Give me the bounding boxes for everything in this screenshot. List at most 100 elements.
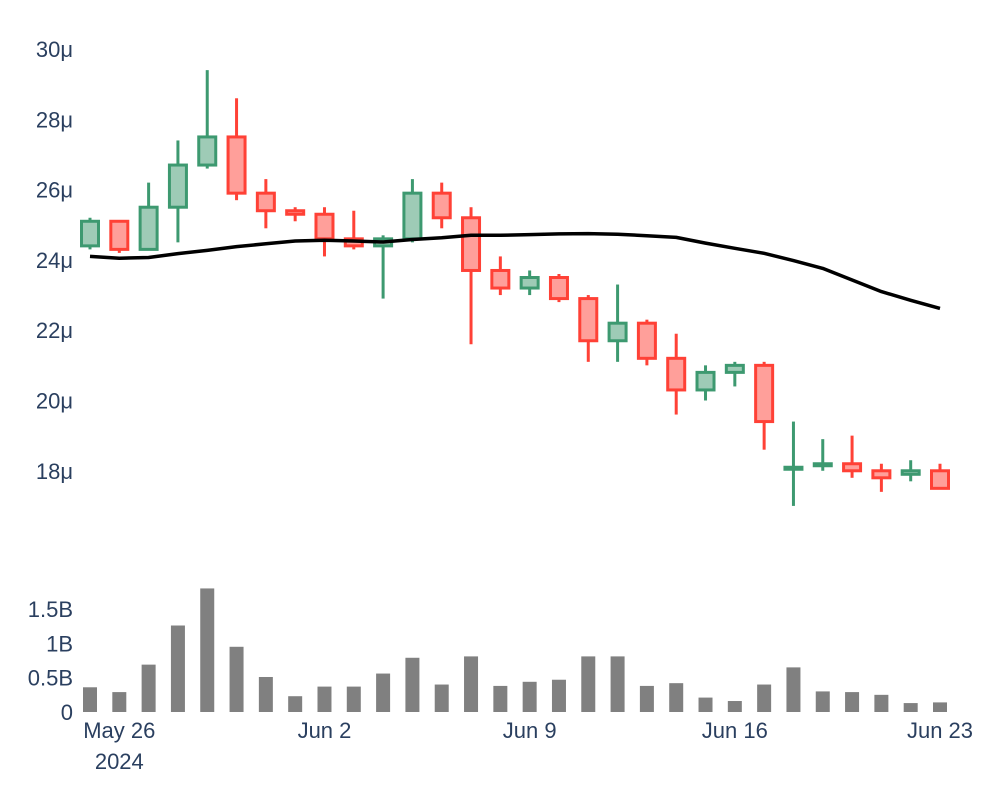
x-tick-label: Jun 23 (907, 718, 973, 743)
volume-bar (258, 676, 273, 712)
candle (197, 70, 218, 169)
volume-bar (933, 702, 947, 712)
candle (490, 256, 511, 296)
candle (343, 210, 364, 250)
candle (167, 140, 188, 243)
volume-bar (200, 588, 215, 712)
candle (548, 273, 569, 303)
candle (812, 439, 833, 471)
volume-bar (522, 681, 537, 712)
volume-bar (170, 625, 185, 712)
price-y-tick-label: 20μ (36, 388, 73, 413)
candle (754, 361, 775, 450)
candle (138, 182, 159, 251)
candle-body (695, 370, 716, 392)
price-y-tick-label: 28μ (36, 107, 73, 132)
candle-body (548, 276, 569, 301)
x-axis-year-label: 2024 (95, 749, 144, 774)
candle-body (812, 462, 833, 468)
candle-body (255, 191, 276, 213)
candle-body (461, 216, 482, 272)
candle (724, 361, 745, 387)
volume-bar (757, 684, 772, 712)
volume-bar (815, 691, 830, 712)
volume-bar (698, 697, 713, 712)
volume-bar (551, 679, 566, 712)
volume-y-tick-label: 0 (61, 700, 73, 725)
moving-average-series (89, 231, 941, 311)
x-tick-label: Jun 9 (503, 718, 557, 743)
candle-body (490, 268, 511, 290)
price-y-tick-label: 22μ (36, 318, 73, 343)
candle (666, 333, 687, 415)
volume-bar (639, 685, 654, 712)
candle (431, 182, 452, 229)
candle-body (871, 469, 892, 480)
candle-body (754, 363, 775, 424)
candle (285, 207, 306, 222)
candle (80, 217, 100, 250)
candle-body (167, 163, 188, 209)
candle-body (431, 191, 452, 220)
candle-body (519, 276, 540, 290)
volume-bar (141, 664, 156, 712)
candle (607, 284, 628, 362)
volume-bar (464, 656, 479, 712)
volume-bar (727, 701, 742, 712)
volume-bar (376, 673, 391, 712)
candle-body (109, 219, 130, 251)
price-y-tick-label: 30μ (36, 37, 73, 62)
volume-bar-series (83, 588, 947, 712)
x-tick-label: Jun 16 (702, 718, 768, 743)
candle-body (578, 297, 599, 343)
price-y-axis: 18μ 20μ 22μ 24μ 26μ 28μ 30μ (36, 37, 73, 484)
volume-bar (405, 657, 420, 712)
candle-body (80, 219, 100, 248)
candle-body (783, 465, 804, 471)
volume-bar (903, 703, 918, 712)
volume-bar (83, 687, 97, 712)
volume-bar (493, 685, 508, 712)
candle-body (724, 363, 745, 374)
x-axis: 2024 May 26 Jun 2 Jun 9 Jun 16 Jun 23 (83, 718, 973, 774)
candle-body (666, 356, 687, 392)
candle (255, 179, 276, 229)
candle-body (900, 469, 921, 476)
candle-body (197, 135, 218, 167)
volume-bar (229, 646, 244, 712)
candle-body (402, 191, 423, 241)
candle (314, 207, 335, 257)
candle (519, 270, 540, 296)
candle-body (314, 212, 335, 241)
candle (930, 463, 950, 490)
price-y-tick-label: 26μ (36, 178, 73, 203)
volume-y-tick-label: 0.5B (28, 666, 73, 691)
volume-y-tick-label: 1.5B (28, 597, 73, 622)
volume-bar (112, 692, 127, 712)
candle-body (842, 462, 863, 473)
candle-body (607, 321, 628, 343)
candle (373, 235, 394, 299)
volume-bar (317, 686, 332, 712)
candle (226, 98, 247, 201)
price-y-tick-label: 18μ (36, 459, 73, 484)
x-tick-label: Jun 2 (298, 718, 352, 743)
candle-body (138, 205, 159, 251)
candle-body (285, 209, 306, 216)
x-tick-label: May 26 (83, 718, 155, 743)
candle (109, 219, 130, 253)
volume-bar (581, 656, 596, 712)
volume-bar (346, 686, 361, 712)
volume-bar (288, 696, 303, 712)
moving-average-line (89, 231, 941, 311)
volume-bar (874, 694, 889, 712)
volume-bar (610, 656, 625, 712)
candle-body (226, 135, 247, 195)
volume-y-tick-label: 1B (46, 631, 73, 656)
candle (578, 295, 599, 362)
volume-bar (845, 692, 860, 712)
volume-bar (786, 667, 801, 712)
volume-y-axis: 0 0.5B 1B 1.5B (28, 597, 73, 725)
